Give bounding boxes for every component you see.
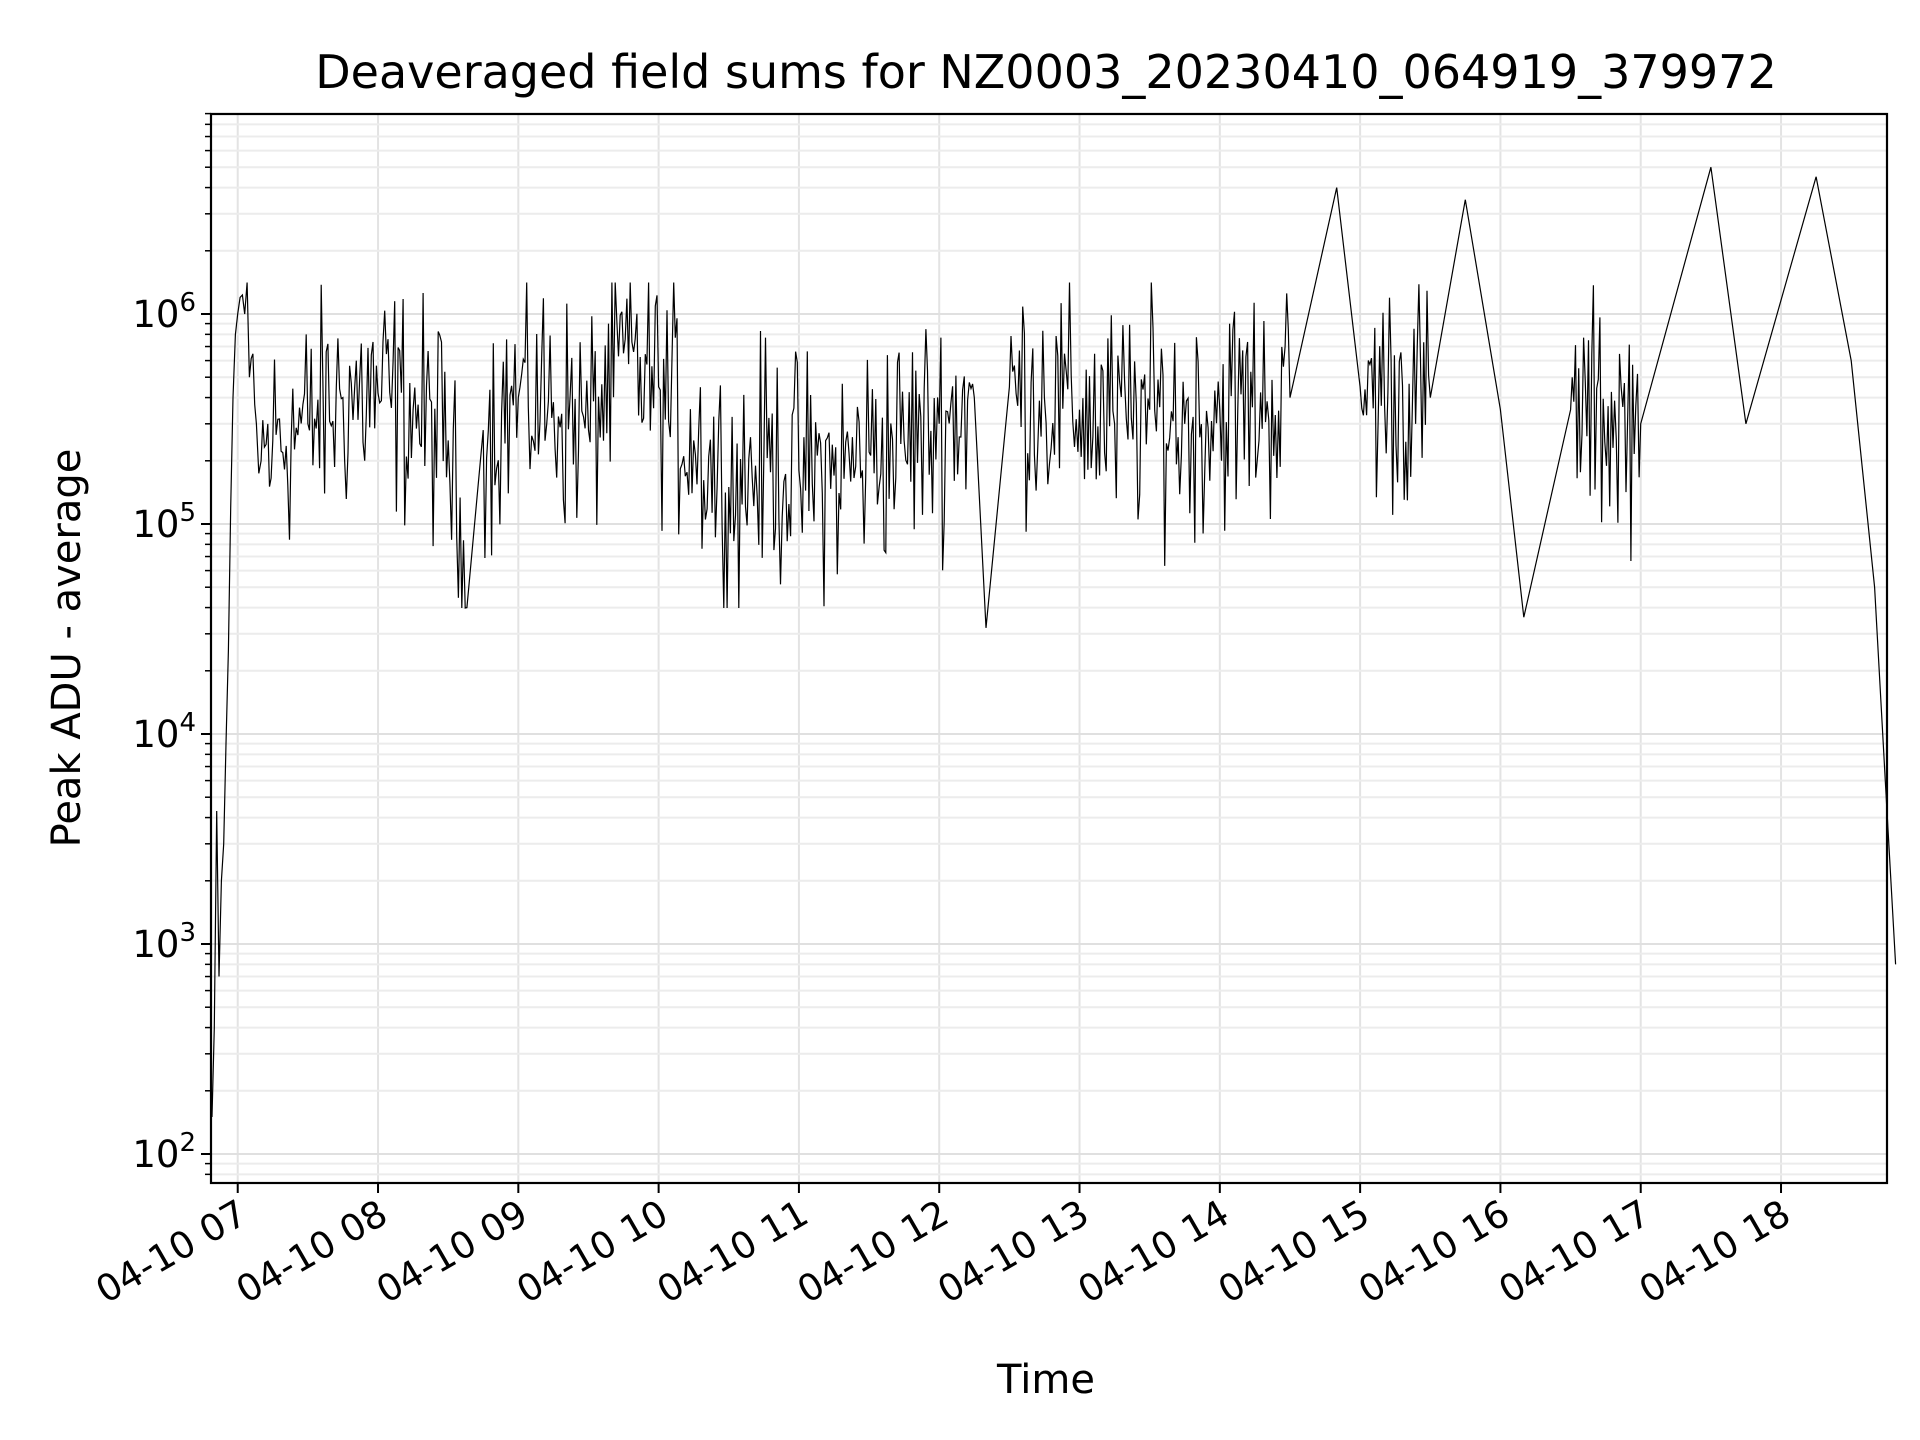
y-tick-label: 102 xyxy=(132,1128,196,1176)
x-axis-label: Time xyxy=(996,1357,1095,1403)
y-tick-label: 103 xyxy=(132,918,196,966)
y-tick-label: 106 xyxy=(132,288,196,336)
y-axis-label: Peak ADU - average xyxy=(44,449,90,848)
chart-title: Deaveraged field sums for NZ0003_2023041… xyxy=(315,45,1776,99)
series-layer xyxy=(211,167,1897,1118)
plot-frame xyxy=(209,112,1889,1185)
series-line xyxy=(211,167,1897,1118)
y-tick-label: 104 xyxy=(132,708,196,756)
y-tick-label: 105 xyxy=(132,498,196,546)
y-axis: 102 103 104 105 106 xyxy=(132,112,211,1176)
